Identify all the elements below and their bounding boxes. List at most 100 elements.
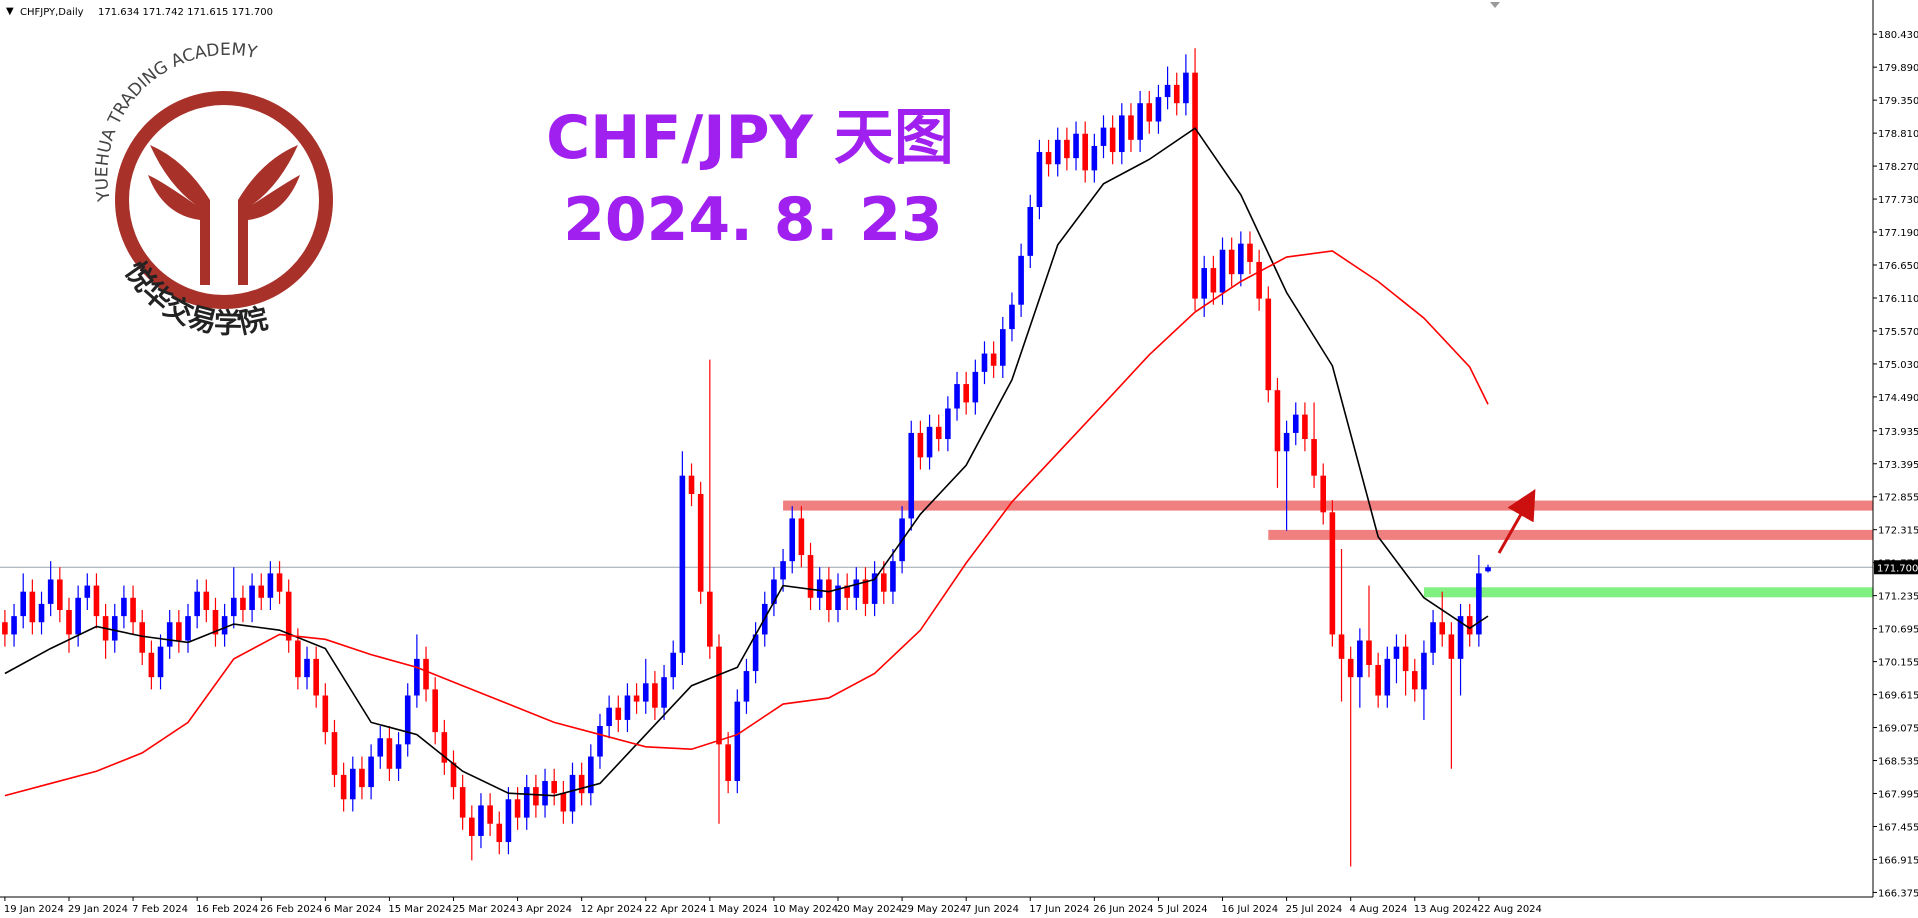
candle-body — [835, 585, 841, 611]
candle-body — [1338, 634, 1345, 659]
candle-body — [697, 493, 704, 592]
y-tick-label: 180.430 — [1878, 30, 1918, 41]
candle-body — [322, 695, 329, 733]
x-tick-label: 25 Mar 2024 — [452, 904, 515, 915]
candle-body — [386, 738, 393, 769]
candle-body — [139, 622, 146, 653]
candle-body — [249, 585, 255, 611]
candle-body — [1164, 84, 1171, 98]
candle-body — [816, 579, 823, 598]
candle-body — [880, 573, 887, 592]
candle-body — [57, 579, 63, 611]
y-tick-label: 179.350 — [1878, 96, 1918, 107]
candle-body — [1439, 622, 1446, 635]
candle-body — [862, 579, 869, 604]
candle-body — [935, 426, 942, 440]
candle-body — [1183, 72, 1189, 104]
x-tick-label: 17 Jun 2024 — [1029, 904, 1089, 915]
candle-body — [304, 658, 310, 678]
candle-body — [707, 591, 713, 647]
candle-body — [917, 432, 924, 458]
y-tick-label: 170.155 — [1878, 658, 1918, 669]
candle-body — [716, 646, 722, 745]
candle-body — [679, 475, 686, 653]
candle-body — [1027, 207, 1034, 256]
x-tick-label: 20 May 2024 — [837, 904, 902, 915]
candle-body — [176, 622, 182, 641]
candle-body — [496, 823, 503, 843]
logo-mark — [148, 145, 300, 285]
candle-body — [1036, 152, 1043, 207]
candle-body — [963, 384, 969, 403]
chart-title: CHF/JPY 天图 — [546, 103, 954, 173]
moving-average — [4, 127, 1489, 797]
candle-body — [1347, 658, 1354, 678]
candle-body — [203, 591, 210, 611]
x-tick-label: 15 Mar 2024 — [388, 904, 451, 915]
candle-body — [1357, 640, 1363, 678]
candle-body — [1421, 652, 1427, 690]
candle-body — [569, 774, 576, 812]
candle-body — [1210, 268, 1217, 293]
candle-body — [743, 671, 750, 702]
candle-body — [1137, 103, 1143, 140]
candle-body — [1329, 512, 1336, 635]
y-tick-label: 166.915 — [1878, 855, 1918, 866]
x-tick-label: 10 May 2024 — [773, 904, 838, 915]
candle-body — [66, 610, 72, 635]
candle-body — [926, 426, 933, 458]
candle-body — [331, 732, 338, 775]
candle-body — [789, 518, 796, 562]
candle-body — [551, 780, 557, 794]
candle-body — [771, 579, 777, 604]
candle-body — [1100, 127, 1107, 146]
candle-body — [84, 585, 91, 598]
candle-body — [1283, 432, 1290, 452]
y-tick-label: 168.535 — [1878, 757, 1918, 768]
candle-body — [313, 658, 319, 696]
candle-body — [1430, 622, 1436, 653]
candle-body — [615, 707, 622, 720]
x-tick-label: 26 Jun 2024 — [1093, 904, 1153, 915]
candle-body — [469, 817, 475, 836]
candle-body — [890, 561, 896, 592]
candle-body — [47, 579, 54, 604]
candle-body — [1448, 634, 1455, 659]
candle-body — [542, 780, 548, 806]
candle-body — [148, 652, 155, 678]
y-tick-label: 166.375 — [1878, 888, 1918, 899]
candle-body — [807, 555, 814, 598]
candle-body — [194, 591, 200, 617]
candle-body — [478, 805, 484, 836]
x-tick-label: 7 Jun 2024 — [965, 904, 1019, 915]
menu-arrow: ▼ — [6, 6, 14, 17]
candle-body — [1375, 664, 1381, 696]
candle-body — [1457, 616, 1464, 659]
candle-body — [661, 677, 667, 708]
candle-body — [1119, 115, 1125, 153]
candle-body — [588, 756, 594, 794]
candle-body — [276, 573, 283, 592]
candle-body — [20, 591, 27, 617]
candle-body — [1302, 414, 1308, 440]
x-tick-label: 1 May 2024 — [709, 904, 768, 915]
plot: 166.375 166.915 167.455 167.995 168.535 169.0… — [0, 30, 1918, 915]
candle-body — [359, 768, 365, 788]
candle-body — [1018, 255, 1024, 305]
candle-body — [734, 701, 741, 781]
candle-body — [185, 616, 191, 641]
candle-body — [1045, 152, 1052, 165]
candle-body — [349, 768, 356, 800]
candle-body — [981, 353, 988, 372]
candle-body — [578, 774, 585, 794]
candle-body — [798, 518, 805, 556]
candle-body — [368, 756, 374, 788]
candle-body — [1192, 72, 1198, 299]
logo: YUEHUA TRADING ACADEMY 悦华交易学院 — [92, 40, 333, 340]
candle-body — [295, 640, 301, 678]
y-tick-label: 177.190 — [1878, 228, 1918, 239]
candle-body — [1128, 115, 1134, 140]
candle-body — [111, 616, 118, 641]
candle-body — [514, 799, 521, 818]
